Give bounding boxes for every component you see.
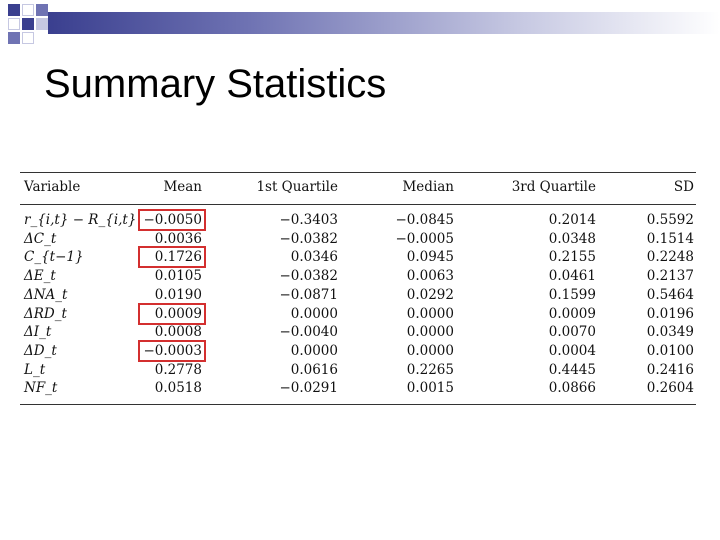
cell-1st-quartile: 0.0000 xyxy=(290,305,338,322)
cell-mean: 0.2778 xyxy=(154,361,202,378)
cell-variable: ΔRD_t xyxy=(24,305,67,322)
slide-title: Summary Statistics xyxy=(44,62,387,106)
cell-median: −0.0845 xyxy=(395,212,454,228)
cell-variable: ΔD_t xyxy=(24,342,57,359)
cell-3rd-quartile: 0.0348 xyxy=(548,230,596,247)
mean-highlight-box xyxy=(138,209,206,231)
cell-mean: 0.1726 xyxy=(154,249,202,266)
cell-variable: ΔE_t xyxy=(24,268,56,285)
table-row: NF_t 0.0518 −0.0291 0.0015 0.0866 0.2604 xyxy=(20,380,700,398)
decor-square xyxy=(8,4,20,16)
table-row: r_{i,t} − R_{i,t} −0.0050 −0.3403 −0.0845 0.… xyxy=(20,212,700,230)
cell-1st-quartile: −0.0382 xyxy=(279,268,338,285)
table-row: L_t 0.2778 0.0616 0.2265 0.4445 0.2416 xyxy=(20,362,700,380)
cell-3rd-quartile: 0.4445 xyxy=(548,361,596,378)
cell-sd: 0.2248 xyxy=(646,249,694,266)
decor-square xyxy=(22,32,34,44)
mean-highlight-box xyxy=(138,302,206,325)
cell-3rd-quartile: 0.2155 xyxy=(548,249,596,266)
decor-square xyxy=(36,4,48,16)
cell-variable: L_t xyxy=(24,361,46,378)
cell-sd: 0.2604 xyxy=(646,380,694,397)
cell-median: 0.2265 xyxy=(406,361,454,378)
decor-square xyxy=(36,18,48,30)
cell-3rd-quartile: 0.0461 xyxy=(548,268,596,285)
table-header-row: Variable Mean 1st Quartile Median 3rd Qu… xyxy=(20,179,700,197)
cell-median: 0.0063 xyxy=(406,268,454,285)
cell-variable: r_{i,t} − R_{i,t} xyxy=(24,212,137,228)
cell-1st-quartile: −0.0871 xyxy=(279,286,338,303)
cell-sd: 0.0349 xyxy=(646,324,694,341)
cell-1st-quartile: −0.0382 xyxy=(279,230,338,247)
cell-sd: 0.0100 xyxy=(646,342,694,359)
decor-square xyxy=(22,18,34,30)
header-sd: SD xyxy=(673,179,694,195)
table-header-rule xyxy=(20,204,696,205)
cell-3rd-quartile: 0.0004 xyxy=(548,342,596,359)
mean-highlight-box xyxy=(138,246,206,269)
table-row: ΔI_t 0.0008 −0.0040 0.0000 0.0070 0.0349 xyxy=(20,324,700,342)
cell-1st-quartile: −0.3403 xyxy=(279,212,338,228)
cell-3rd-quartile: 0.1599 xyxy=(548,286,596,303)
cell-variable: C_{t−1} xyxy=(24,249,84,266)
cell-sd: 0.0196 xyxy=(646,305,694,322)
cell-median: 0.0000 xyxy=(406,305,454,322)
cell-variable: ΔC_t xyxy=(24,230,57,247)
cell-median: 0.0292 xyxy=(406,286,454,303)
cell-sd: 0.2416 xyxy=(646,361,694,378)
cell-mean: 0.0009 xyxy=(154,305,202,322)
cell-3rd-quartile: 0.2014 xyxy=(548,212,596,228)
decor-square xyxy=(22,4,34,16)
decor-square xyxy=(8,18,20,30)
table-bottom-rule xyxy=(20,404,696,405)
table-row: ΔC_t 0.0036 −0.0382 −0.0005 0.0348 0.1514 xyxy=(20,231,700,249)
cell-mean: 0.0105 xyxy=(154,268,202,285)
cell-variable: ΔNA_t xyxy=(24,286,68,303)
header-variable: Variable xyxy=(24,179,81,195)
cell-mean: 0.0518 xyxy=(154,380,202,397)
cell-mean: 0.0036 xyxy=(154,230,202,247)
cell-3rd-quartile: 0.0070 xyxy=(548,324,596,341)
cell-1st-quartile: −0.0291 xyxy=(279,380,338,397)
mean-highlight-box xyxy=(138,339,206,362)
cell-variable: ΔI_t xyxy=(24,324,52,341)
decor-square xyxy=(8,32,20,44)
cell-3rd-quartile: 0.0866 xyxy=(548,380,596,397)
cell-median: 0.0945 xyxy=(406,249,454,266)
cell-median: −0.0005 xyxy=(395,230,454,247)
cell-variable: NF_t xyxy=(24,380,58,397)
cell-sd: 0.2137 xyxy=(646,268,694,285)
cell-sd: 0.1514 xyxy=(646,230,694,247)
header-gradient-bar xyxy=(48,12,720,34)
header-3rd-quartile: 3rd Quartile xyxy=(511,179,596,195)
cell-median: 0.0000 xyxy=(406,342,454,359)
cell-median: 0.0000 xyxy=(406,324,454,341)
cell-mean: 0.0190 xyxy=(154,286,202,303)
table-row: C_{t−1} 0.1726 0.0346 0.0945 0.2155 0.2248 xyxy=(20,249,700,267)
table-row: ΔE_t 0.0105 −0.0382 0.0063 0.0461 0.2137 xyxy=(20,268,700,286)
cell-mean: −0.0003 xyxy=(143,342,202,359)
slide-header-decoration xyxy=(0,0,720,48)
header-1st-quartile: 1st Quartile xyxy=(256,179,338,195)
cell-1st-quartile: 0.0000 xyxy=(290,342,338,359)
header-median: Median xyxy=(402,179,454,195)
table-row: ΔRD_t 0.0009 0.0000 0.0000 0.0009 0.0196 xyxy=(20,306,700,324)
cell-sd: 0.5592 xyxy=(646,212,694,228)
cell-1st-quartile: 0.0616 xyxy=(290,361,338,378)
cell-median: 0.0015 xyxy=(406,380,454,397)
table-row: ΔD_t −0.0003 0.0000 0.0000 0.0004 0.0100 xyxy=(20,343,700,361)
cell-mean: −0.0050 xyxy=(143,212,202,228)
cell-1st-quartile: −0.0040 xyxy=(279,324,338,341)
header-mean: Mean xyxy=(163,179,202,195)
cell-sd: 0.5464 xyxy=(646,286,694,303)
table-row: ΔNA_t 0.0190 −0.0871 0.0292 0.1599 0.5464 xyxy=(20,287,700,305)
cell-mean: 0.0008 xyxy=(154,324,202,341)
cell-1st-quartile: 0.0346 xyxy=(290,249,338,266)
cell-3rd-quartile: 0.0009 xyxy=(548,305,596,322)
table-top-rule xyxy=(20,172,696,173)
